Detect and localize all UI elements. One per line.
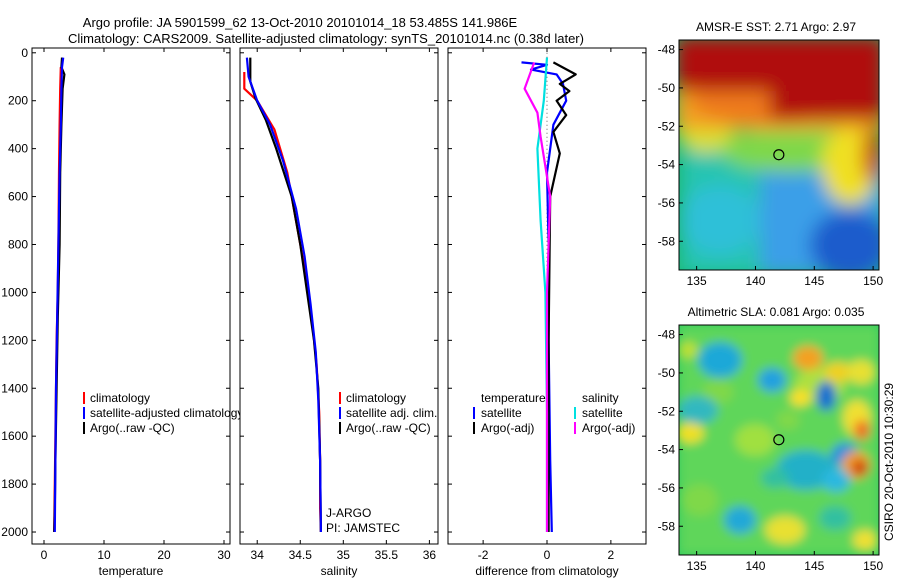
legend-label-satellite-adjusted: satellite-adjusted climatology — [90, 406, 243, 420]
lat-tick-label: -48 — [658, 43, 676, 57]
lat-tick-label: -52 — [658, 404, 676, 418]
argo-position-marker — [773, 149, 785, 161]
series-line-satellite-adj-clim- — [245, 57, 322, 533]
lat-tick-label: -50 — [658, 366, 676, 380]
float-pi-label: PI: JAMSTEC — [326, 521, 400, 535]
x-tick-label: 10 — [97, 548, 111, 562]
sst-map-frame — [678, 39, 880, 271]
legend-label-temp-argo: Argo(-adj) — [481, 421, 534, 435]
series-line-satellite-adjusted-climatology — [53, 57, 65, 533]
salinity-xlabel: salinity — [321, 564, 358, 578]
difference-panel: -2 0 2 temperature salinity satellite Argo… — [447, 47, 647, 578]
x-tick-label: 2 — [608, 548, 615, 562]
lon-tick-label: 145 — [804, 274, 824, 288]
legend-label-sal-satellite: satellite — [582, 406, 623, 420]
temperature-axes-frame — [31, 47, 231, 545]
temperature-panel: 0 200 400 600 800 1000 1200 1400 1600 1800 2000 0 1… — [1, 46, 243, 578]
sst-heatmap — [679, 40, 879, 270]
y-tick-label: 800 — [8, 237, 28, 251]
legend-title-salinity: salinity — [582, 391, 619, 405]
lat-tick-label: -56 — [658, 196, 676, 210]
lat-tick-label: -56 — [658, 481, 676, 495]
difference-xlabel: difference from climatology — [475, 564, 618, 578]
lon-tick-label: 135 — [687, 559, 707, 573]
lat-tick-label: -58 — [658, 234, 676, 248]
salinity-panel: 34 34.5 35 35.5 36 climatology satellite adj… — [239, 47, 439, 578]
legend-title-temperature: temperature — [481, 391, 546, 405]
y-tick-label: 1400 — [1, 381, 28, 395]
lat-tick-label: -58 — [658, 519, 676, 533]
difference-depth-ticks — [448, 52, 646, 533]
sla-map-frame — [678, 324, 880, 556]
y-tick-label: 600 — [8, 190, 28, 204]
lon-tick-label: 140 — [745, 274, 765, 288]
legend-label-sal-argo: Argo(-adj) — [582, 421, 635, 435]
float-program-label: J-ARGO — [326, 506, 371, 520]
series-line-salinity-argo-adj- — [523, 62, 552, 532]
legend-label-argo: Argo(..raw -QC) — [346, 421, 431, 435]
x-tick-label: 30 — [217, 548, 231, 562]
difference-legend: temperature salinity satellite Argo(-adj… — [473, 391, 635, 435]
sst-map-title: AMSR-E SST: 2.71 Argo: 2.97 — [696, 20, 856, 34]
lat-tick-label: -50 — [658, 81, 676, 95]
y-tick-label: 1000 — [1, 285, 28, 299]
sla-heatmap — [679, 325, 879, 555]
x-tick-label: 36 — [423, 548, 437, 562]
lon-tick-label: 150 — [863, 559, 883, 573]
y-tick-label: 200 — [8, 94, 28, 108]
csiro-timestamp: CSIRO 20-Oct-2010 10:30:29 — [882, 383, 896, 541]
legend-label-climatology: climatology — [346, 391, 406, 405]
y-tick-label: 0 — [21, 46, 28, 60]
x-tick-label: 34.5 — [289, 548, 313, 562]
legend-label-argo: Argo(..raw -QC) — [90, 421, 175, 435]
y-tick-label: 2000 — [1, 525, 28, 539]
lon-tick-label: 145 — [804, 559, 824, 573]
y-tick-label: 1600 — [1, 429, 28, 443]
sla-map-title: Altimetric SLA: 0.081 Argo: 0.035 — [688, 305, 865, 319]
legend-label-temp-satellite: satellite — [481, 406, 522, 420]
sst-map-panel: AMSR-E SST: 2.71 Argo: 2.97 135 140 145 150… — [658, 20, 884, 288]
argo-position-marker — [773, 434, 785, 446]
salinity-legend: climatology satellite adj. clim. Argo(..… — [339, 391, 437, 435]
sla-map-ticks: 135 140 145 150 -48 -50 -52 -54 -56 -58 — [658, 328, 884, 573]
lon-tick-label: 135 — [687, 274, 707, 288]
legend-label-climatology: climatology — [90, 391, 150, 405]
lat-tick-label: -52 — [658, 119, 676, 133]
y-tick-label: 400 — [8, 142, 28, 156]
sst-map-ticks: 135 140 145 150 -48 -50 -52 -54 -56 -58 — [658, 43, 884, 288]
x-tick-label: 0 — [544, 548, 551, 562]
figure-title-line-1: Argo profile: JA 5901599_62 13-Oct-2010 … — [83, 15, 518, 30]
lat-tick-label: -48 — [658, 328, 676, 342]
lon-tick-label: 140 — [745, 559, 765, 573]
legend-label-satellite-adj: satellite adj. clim. — [346, 406, 437, 420]
lat-tick-label: -54 — [658, 158, 676, 172]
lat-tick-label: -54 — [658, 443, 676, 457]
salinity-depth-ticks — [240, 52, 438, 533]
temperature-xlabel: temperature — [99, 564, 164, 578]
temperature-axis-ticks: 0 10 20 30 — [41, 48, 231, 562]
x-tick-label: -2 — [478, 548, 489, 562]
lon-tick-label: 150 — [863, 274, 883, 288]
x-tick-label: 35.5 — [375, 548, 399, 562]
difference-axis-ticks: -2 0 2 — [478, 48, 615, 562]
x-tick-label: 34 — [251, 548, 265, 562]
depth-axis-ticks: 0 200 400 600 800 1000 1200 1400 1600 1800 2000 — [1, 46, 230, 539]
salinity-axis-ticks: 34 34.5 35 35.5 36 — [251, 48, 437, 562]
temperature-legend: climatology satellite-adjusted climatolo… — [83, 391, 243, 435]
figure-title-line-2: Climatology: CARS2009. Satellite-adjuste… — [68, 31, 584, 46]
x-tick-label: 20 — [157, 548, 171, 562]
x-tick-label: 0 — [41, 548, 48, 562]
y-tick-label: 1200 — [1, 333, 28, 347]
sla-map-panel: Altimetric SLA: 0.081 Argo: 0.035 — [658, 305, 884, 573]
y-tick-label: 1800 — [1, 477, 28, 491]
x-tick-label: 35 — [337, 548, 351, 562]
